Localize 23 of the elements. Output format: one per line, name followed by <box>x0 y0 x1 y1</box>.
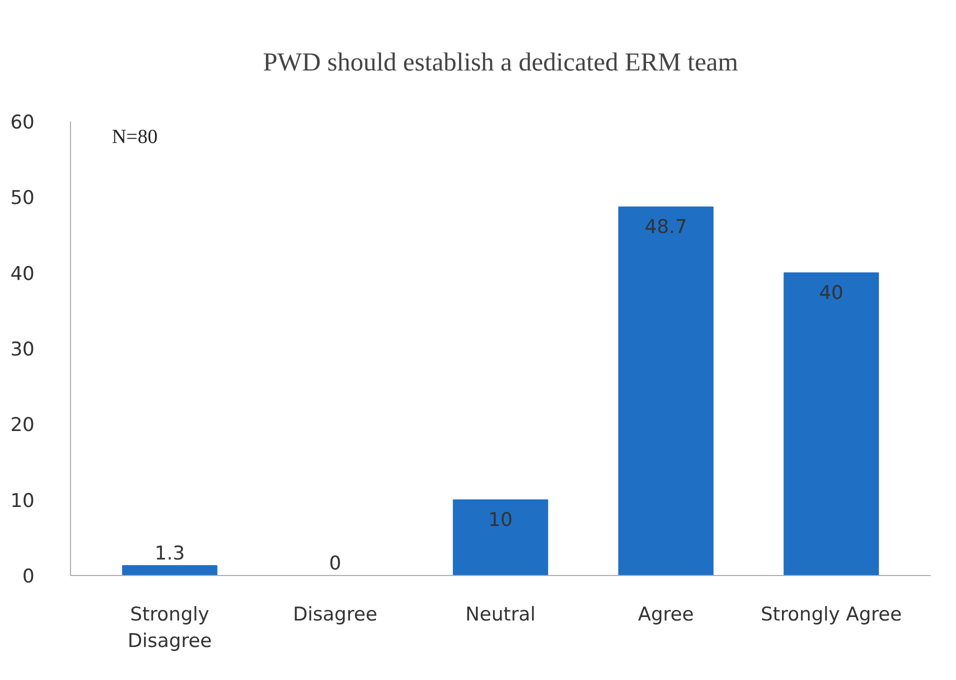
y-tick-label: 20 <box>10 414 35 436</box>
data-label: 40 <box>819 282 844 304</box>
y-tick-label: 50 <box>10 187 35 210</box>
y-tick-label: 0 <box>22 566 35 588</box>
y-tick-label: 60 <box>10 112 35 134</box>
chart-title: PWD should establish a dedicated ERM team <box>262 48 738 76</box>
x-tick-label: Disagree <box>292 604 378 626</box>
y-tick-label: 40 <box>10 262 35 285</box>
data-label: 1.3 <box>154 542 185 565</box>
x-tick-label: Strongly Disagree <box>128 604 212 652</box>
y-tick-label: 10 <box>10 490 35 512</box>
data-label: 48.7 <box>644 216 688 238</box>
bar <box>784 272 879 576</box>
x-tick-label: Neutral <box>465 604 536 626</box>
bar <box>452 499 548 576</box>
bar <box>122 565 218 576</box>
data-label: 0 <box>329 552 342 574</box>
annotation: N=80 <box>112 126 158 148</box>
y-tick-label: 30 <box>10 338 35 360</box>
data-label: 10 <box>488 508 513 531</box>
x-tick-label: Strongly Agree <box>760 604 902 626</box>
x-tick-label: Agree <box>638 604 694 626</box>
bar <box>618 206 714 576</box>
